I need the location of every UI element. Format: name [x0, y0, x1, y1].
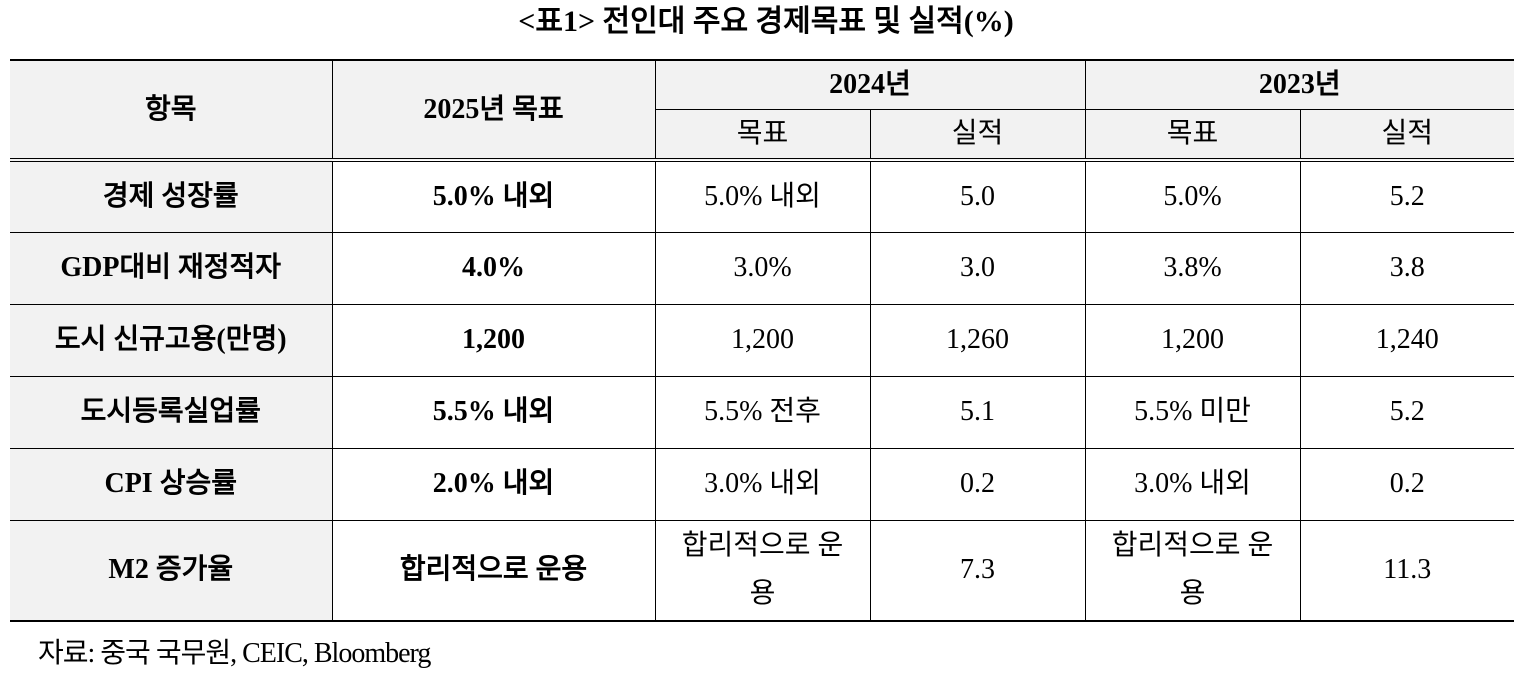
row-label: GDP대비 재정적자: [10, 231, 333, 305]
table-cell: 11.3: [1299, 519, 1515, 622]
table-cell: 1,200: [331, 303, 656, 377]
header-cell: 목표: [655, 109, 871, 162]
table-cell: 5.0%: [1084, 159, 1301, 233]
table-cell: 5.0% 내외: [331, 159, 656, 233]
table-cell: 3.8%: [1084, 231, 1301, 305]
header-cell: 2024년: [654, 59, 1086, 110]
table-cell: 5.2: [1299, 375, 1515, 449]
table-cell: 1,260: [869, 303, 1086, 377]
table-cell: 5.5% 미만: [1084, 375, 1301, 449]
header-cell: 목표: [1084, 109, 1301, 162]
header-cell: 2023년: [1084, 59, 1515, 110]
header-cell: 실적: [1299, 109, 1515, 162]
table-cell: 5.5% 전후: [654, 375, 871, 449]
table-row: 도시등록실업률 5.5% 내외 5.5% 전후 5.1 5.5% 미만 5.2: [10, 375, 1515, 449]
table-cell: 5.1: [869, 375, 1086, 449]
table-cell: 4.0%: [331, 231, 656, 305]
table-cell: 0.2: [869, 447, 1086, 521]
table-row: CPI 상승률 2.0% 내외 3.0% 내외 0.2 3.0% 내외 0.2: [10, 447, 1515, 521]
table-cell: 5.5% 내외: [331, 375, 656, 449]
table-cell: 5.2: [1299, 159, 1515, 233]
table-cell: 3.0%: [654, 231, 871, 305]
row-label: 도시등록실업률: [10, 375, 333, 449]
row-label: CPI 상승률: [10, 447, 333, 521]
source-note: 자료: 중국 국무원, CEIC, Bloomberg: [38, 638, 431, 669]
table-row: 경제 성장률 5.0% 내외 5.0% 내외 5.0 5.0% 5.2: [10, 159, 1515, 233]
table-cell: 1,200: [654, 303, 871, 377]
row-label: 경제 성장률: [10, 159, 333, 233]
table-cell: 합리적으로 운용: [1084, 519, 1301, 622]
data-table: 항목 2025년 목표 2024년 2023년 목표 실적 목표 실적 경제 성장률 5…: [10, 59, 1515, 622]
table-cell: 0.2: [1299, 447, 1515, 521]
table-row: M2 증가율 합리적으로 운용 합리적으로 운용 7.3 합리적으로 운용 11.3: [10, 519, 1515, 622]
table-cell: 3.0% 내외: [1084, 447, 1301, 521]
row-label: 도시 신규고용(만명): [10, 303, 333, 377]
table-cell: 1,240: [1299, 303, 1515, 377]
table-cell: 1,200: [1084, 303, 1301, 377]
header-cell: 2025년 목표: [331, 59, 656, 162]
table-cell: 3.8: [1299, 231, 1515, 305]
table-row: GDP대비 재정적자 4.0% 3.0% 3.0 3.8% 3.8: [10, 231, 1515, 305]
table-cell: 5.0: [869, 159, 1086, 233]
table-title: <표1> 전인대 주요 경제목표 및 실적(%): [518, 5, 1014, 38]
table-cell: 5.0% 내외: [654, 159, 871, 233]
row-label: M2 증가율: [10, 519, 333, 622]
table-cell: 2.0% 내외: [331, 447, 656, 521]
table-row: 도시 신규고용(만명) 1,200 1,200 1,260 1,200 1,240: [10, 303, 1515, 377]
table-cell: 3.0% 내외: [654, 447, 871, 521]
table-cell: 3.0: [869, 231, 1086, 305]
table-cell: 합리적으로 운용: [331, 519, 656, 622]
header-cell: 실적: [869, 109, 1086, 162]
table-cell: 7.3: [869, 519, 1086, 622]
header-cell: 항목: [10, 59, 333, 162]
table-cell: 합리적으로 운용: [654, 519, 871, 622]
